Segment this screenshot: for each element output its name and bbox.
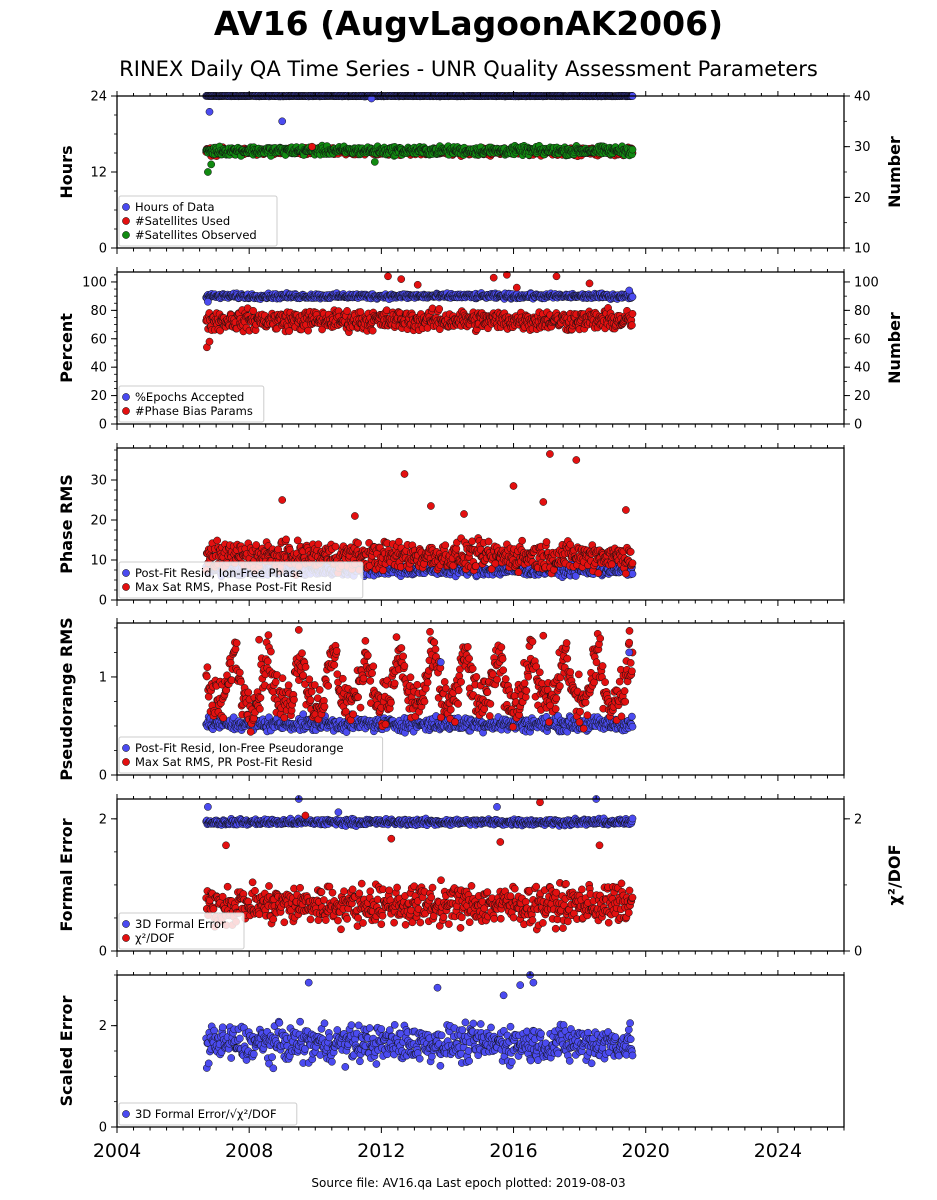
points-2 <box>202 289 637 337</box>
y-right-tick-label: 0 <box>854 418 862 433</box>
y-tick-label: 0 <box>99 418 107 433</box>
data-point <box>628 570 637 578</box>
data-point <box>331 542 340 551</box>
chart-subtitle: RINEX Daily QA Time Series - UNR Quality… <box>119 57 818 81</box>
y-right-tick-label: 40 <box>854 90 871 105</box>
data-point <box>484 537 493 546</box>
legend: %Epochs Accepted#Phase Bias Params <box>118 385 265 423</box>
legend-marker <box>122 231 130 239</box>
data-point <box>343 307 351 315</box>
legend-entry: %Epochs Accepted <box>135 390 244 404</box>
data-point <box>213 536 222 545</box>
outlier-point <box>308 142 316 151</box>
legend-marker <box>122 407 130 415</box>
points-1 <box>202 92 637 161</box>
points-top-1 <box>204 94 379 176</box>
y-tick-label: 0 <box>99 242 107 257</box>
y-right-tick-label: 40 <box>854 361 871 376</box>
y-tick-label: 24 <box>90 90 107 105</box>
legend-marker <box>122 217 130 225</box>
data-point <box>314 540 323 549</box>
data-point <box>285 327 294 335</box>
legend-marker <box>122 393 130 401</box>
data-point <box>282 535 290 544</box>
data-point <box>628 293 637 301</box>
data-point <box>435 305 444 313</box>
data-point <box>441 541 450 550</box>
outlier-point <box>625 286 634 295</box>
data-point <box>471 562 480 570</box>
data-point <box>379 566 387 575</box>
outlier-point <box>552 272 561 281</box>
y-axis-right-label: Number <box>885 136 904 208</box>
outlier-point <box>207 160 216 169</box>
outlier-point <box>205 107 214 116</box>
y-right-tick-label: 20 <box>854 191 871 206</box>
legend-entry: #Satellites Used <box>135 214 230 228</box>
y-tick-label: 60 <box>90 332 107 347</box>
outlier-point <box>512 283 521 292</box>
legend-entry: #Satellites Observed <box>135 228 257 242</box>
data-point <box>628 309 637 318</box>
y-right-tick-label: 30 <box>854 140 871 155</box>
y-right-tick-label: 10 <box>854 242 871 257</box>
data-point <box>628 321 636 330</box>
data-point <box>354 539 362 548</box>
y-axis-right-label: Number <box>885 312 904 384</box>
data-point <box>368 326 377 335</box>
y-tick-label: 20 <box>90 389 107 404</box>
chart-title: AV16 (AugvLagoonAK2006) <box>213 4 724 43</box>
outlier-point <box>489 273 498 282</box>
y-right-tick-label: 80 <box>854 304 871 319</box>
y-right-tick-label: 100 <box>854 275 879 290</box>
data-point <box>249 306 258 315</box>
outlier-point <box>397 275 406 283</box>
legend-entry: #Phase Bias Params <box>135 404 253 418</box>
y-axis-label: Hours <box>57 145 76 198</box>
y-axis-label: Percent <box>57 313 76 383</box>
legend-entry: Hours of Data <box>135 200 215 214</box>
y-tick-label: 40 <box>90 361 107 376</box>
data-point <box>628 145 637 154</box>
panel-2: 0 20 40 60 80 100 0 20 40 60 80 100 Percent Number %Ep… <box>57 267 904 433</box>
y-tick-label: 100 <box>82 275 107 290</box>
outlier-point <box>384 272 392 281</box>
y-tick-label: 80 <box>90 304 107 319</box>
outlier-point <box>204 168 212 176</box>
y-tick-label: 12 <box>90 166 107 181</box>
y-right-tick-label: 60 <box>854 332 871 347</box>
legend-box <box>118 195 278 247</box>
y-right-tick-label: 20 <box>854 389 871 404</box>
outlier-point <box>585 279 594 288</box>
outlier-point <box>205 337 214 346</box>
outlier-point <box>204 297 212 306</box>
outlier-point <box>278 117 287 126</box>
outlier-point <box>413 280 422 289</box>
data-point <box>395 537 403 546</box>
legend: Hours of Data#Satellites Used#Satellites… <box>118 195 278 247</box>
legend-marker <box>122 203 130 211</box>
outlier-point <box>370 158 379 166</box>
outlier-point <box>367 94 376 103</box>
